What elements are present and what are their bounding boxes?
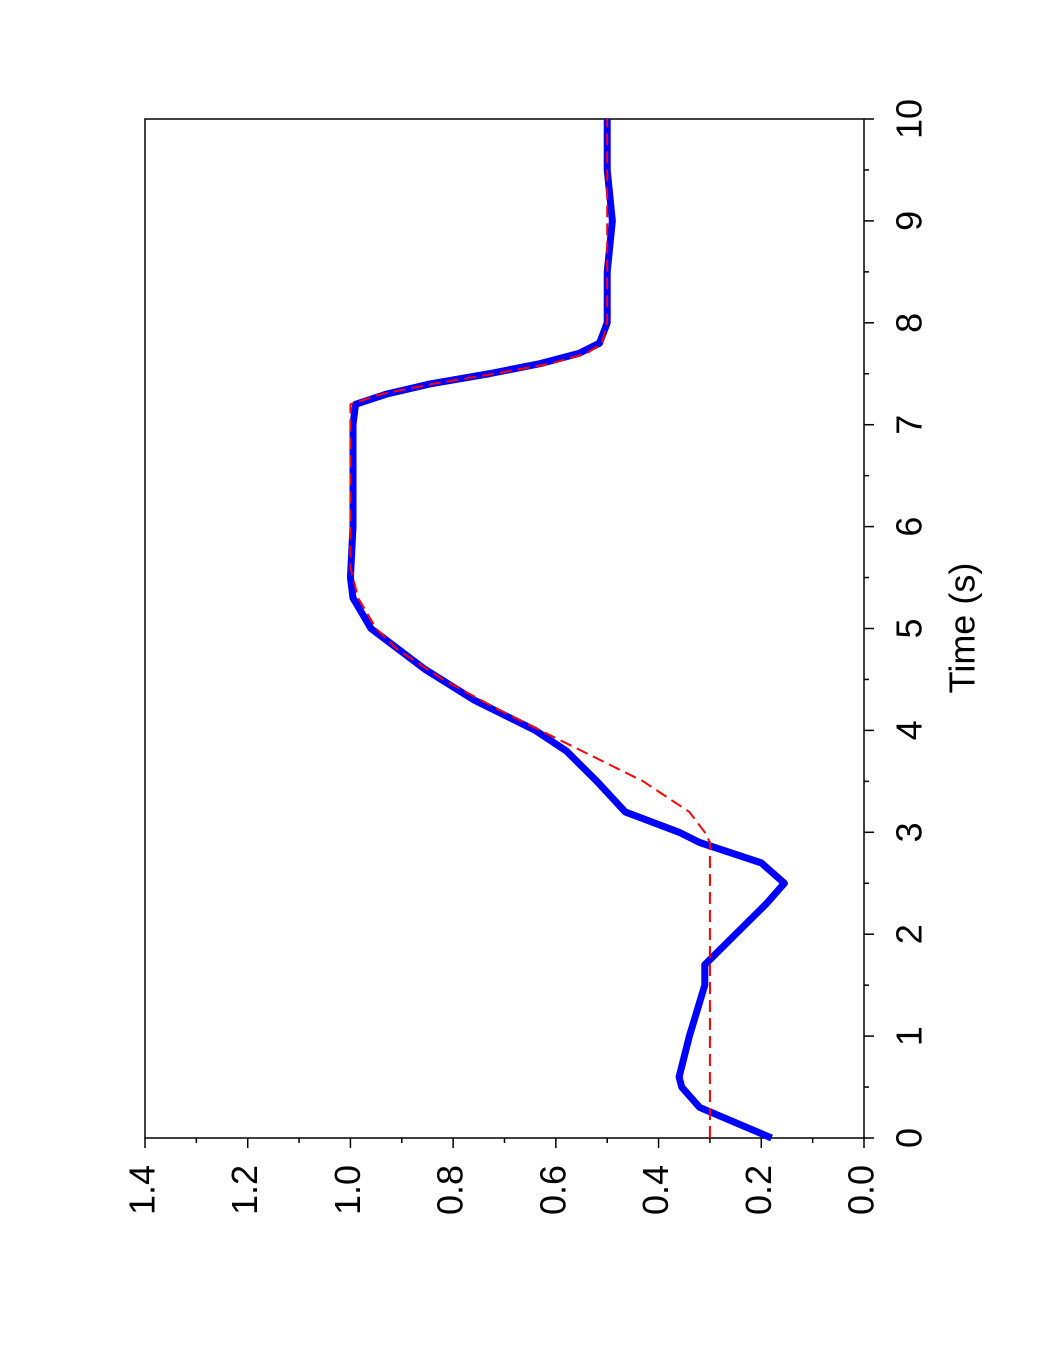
- x-axis-label: Time (s): [942, 563, 983, 694]
- y-tick-label: 0.2: [738, 1165, 779, 1215]
- x-tick-label: 7: [889, 415, 930, 435]
- y-tick-label: 0.4: [635, 1165, 676, 1215]
- y-tick-label: 0.6: [532, 1165, 573, 1215]
- y-tick-label: 1.4: [122, 1165, 163, 1215]
- x-tick-label: 5: [889, 618, 930, 638]
- x-tick-label: 2: [889, 924, 930, 944]
- y-tick-label: 0.8: [430, 1165, 471, 1215]
- y-tick-label: 0.0: [841, 1165, 882, 1215]
- series-line: [346, 119, 788, 1142]
- x-tick-label: 6: [889, 517, 930, 537]
- x-tick-label: 0: [889, 1128, 930, 1148]
- x-tick-label: 10: [889, 99, 930, 139]
- x-tick-label: 4: [889, 720, 930, 740]
- series-line: [349, 119, 711, 1138]
- y-tick-label: 1.2: [224, 1165, 265, 1215]
- x-tick-label: 8: [889, 313, 930, 333]
- x-tick-label: 1: [889, 1026, 930, 1046]
- x-tick-label: 3: [889, 822, 930, 842]
- plot-frame: [144, 118, 865, 1139]
- x-tick-label: 9: [889, 211, 930, 231]
- y-tick-label: 1.0: [327, 1165, 368, 1215]
